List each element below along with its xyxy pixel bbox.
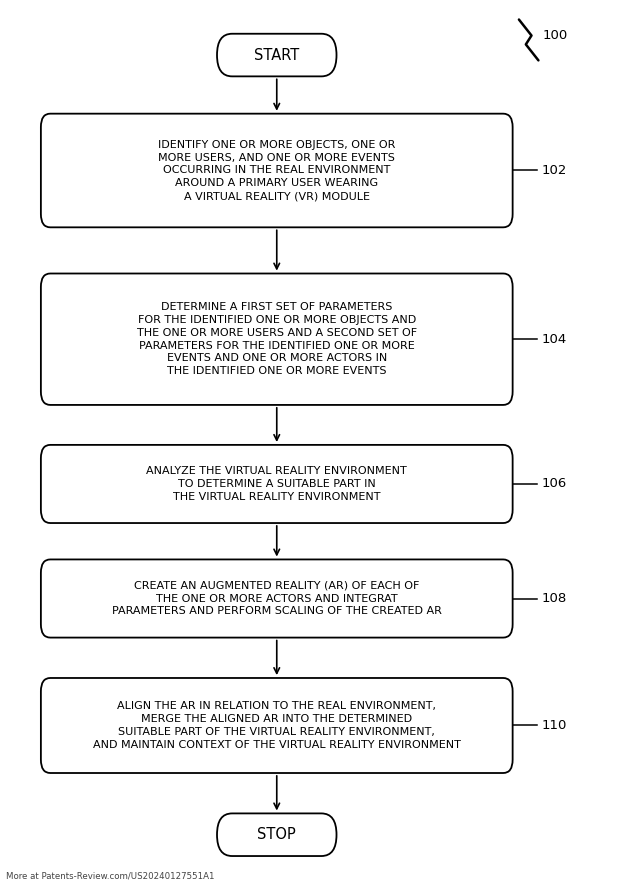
Text: 106: 106: [542, 478, 567, 490]
Text: 100: 100: [542, 29, 567, 42]
Text: ALIGN THE AR IN RELATION TO THE REAL ENVIRONMENT,
MERGE THE ALIGNED AR INTO THE : ALIGN THE AR IN RELATION TO THE REAL ENV…: [93, 702, 460, 749]
Text: 104: 104: [542, 333, 567, 345]
FancyBboxPatch shape: [217, 34, 337, 76]
Text: More at Patents-Review.com/US20240127551A1: More at Patents-Review.com/US20240127551…: [6, 872, 214, 881]
FancyBboxPatch shape: [41, 445, 513, 523]
Text: STOP: STOP: [257, 828, 296, 842]
Text: 110: 110: [542, 719, 567, 732]
FancyBboxPatch shape: [41, 678, 513, 773]
Text: 108: 108: [542, 592, 567, 605]
Text: 102: 102: [542, 164, 567, 177]
Text: DETERMINE A FIRST SET OF PARAMETERS
FOR THE IDENTIFIED ONE OR MORE OBJECTS AND
T: DETERMINE A FIRST SET OF PARAMETERS FOR …: [136, 302, 417, 377]
FancyBboxPatch shape: [41, 274, 513, 405]
Text: CREATE AN AUGMENTED REALITY (AR) OF EACH OF
THE ONE OR MORE ACTORS AND INTEGRAT
: CREATE AN AUGMENTED REALITY (AR) OF EACH…: [112, 581, 442, 616]
Text: ANALYZE THE VIRTUAL REALITY ENVIRONMENT
TO DETERMINE A SUITABLE PART IN
THE VIRT: ANALYZE THE VIRTUAL REALITY ENVIRONMENT …: [147, 466, 407, 502]
Text: IDENTIFY ONE OR MORE OBJECTS, ONE OR
MORE USERS, AND ONE OR MORE EVENTS
OCCURRIN: IDENTIFY ONE OR MORE OBJECTS, ONE OR MOR…: [158, 140, 396, 201]
Text: START: START: [254, 48, 299, 62]
FancyBboxPatch shape: [41, 114, 513, 227]
FancyBboxPatch shape: [41, 559, 513, 638]
FancyBboxPatch shape: [217, 813, 337, 856]
